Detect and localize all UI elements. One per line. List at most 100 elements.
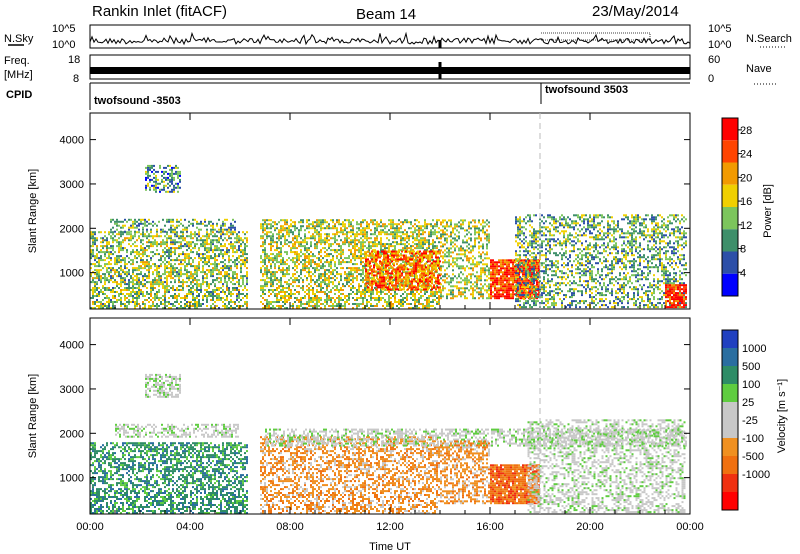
range-gate-cell	[300, 249, 302, 252]
range-gate-cell	[440, 229, 442, 232]
range-gate-cell	[298, 281, 300, 284]
range-gate-cell	[206, 285, 208, 288]
range-gate-cell	[152, 220, 154, 223]
range-gate-cell	[340, 261, 342, 264]
range-gate-cell	[406, 245, 408, 248]
range-gate-cell	[382, 225, 384, 228]
range-gate-cell	[112, 281, 114, 284]
range-gate-cell	[106, 271, 108, 274]
range-gate-cell	[288, 297, 290, 299]
range-gate-cell	[435, 282, 437, 285]
range-gate-cell	[431, 274, 433, 277]
range-gate-cell	[196, 222, 198, 225]
range-gate-cell	[148, 263, 150, 266]
range-gate-cell	[216, 265, 218, 268]
range-gate-cell	[370, 265, 372, 268]
range-gate-cell	[204, 245, 206, 248]
range-gate-cell	[450, 279, 452, 282]
range-gate-cell	[226, 265, 228, 268]
range-gate-cell	[430, 225, 432, 228]
range-gate-cell	[106, 307, 108, 309]
range-gate-cell	[232, 243, 234, 246]
range-gate-cell	[330, 297, 332, 299]
range-gate-cell	[314, 221, 316, 224]
range-gate-cell	[186, 297, 188, 299]
range-gate-cell	[282, 229, 284, 232]
range-gate-cell	[214, 267, 216, 270]
range-gate-cell	[398, 229, 400, 232]
range-gate-cell	[112, 253, 114, 256]
range-gate-cell	[120, 289, 122, 291]
range-gate-cell	[378, 299, 380, 301]
range-gate-cell	[162, 249, 164, 252]
range-gate-cell	[302, 279, 304, 282]
range-gate-cell	[310, 275, 312, 278]
range-gate-cell	[132, 291, 134, 293]
range-gate-cell	[142, 301, 144, 303]
range-gate-cell	[90, 235, 92, 238]
range-gate-cell	[96, 269, 98, 272]
range-gate-cell	[268, 235, 270, 238]
range-gate-cell	[330, 249, 332, 252]
range-gate-cell	[132, 299, 134, 301]
range-gate-cell	[409, 272, 411, 275]
beam-label: Beam 14	[356, 6, 416, 23]
range-gate-cell	[284, 221, 286, 224]
range-gate-cell	[188, 271, 190, 274]
range-gate-cell	[437, 276, 439, 279]
range-gate-cell	[328, 245, 330, 248]
range-gate-cell	[318, 221, 320, 224]
range-gate-cell	[126, 293, 128, 295]
range-gate-cell	[230, 291, 232, 293]
range-gate-cell	[342, 259, 344, 262]
range-gate-cell	[236, 273, 238, 276]
range-gate-cell	[391, 282, 393, 285]
range-gate-cell	[372, 249, 374, 252]
range-gate-cell	[286, 223, 288, 226]
range-gate-cell	[396, 241, 398, 244]
range-gate-cell	[427, 284, 429, 287]
range-gate-cell	[128, 257, 130, 260]
range-gate-cell	[312, 225, 314, 228]
range-gate-cell	[150, 281, 152, 284]
range-gate-cell	[270, 257, 272, 260]
range-gate-cell	[368, 243, 370, 246]
range-gate-cell	[334, 305, 336, 307]
range-gate-cell	[162, 283, 164, 286]
range-gate-cell	[446, 237, 448, 240]
range-gate-cell	[403, 284, 405, 287]
range-gate-cell	[270, 253, 272, 256]
range-gate-cell	[442, 261, 444, 264]
range-gate-cell	[158, 253, 160, 256]
range-gate-cell	[168, 228, 170, 231]
range-gate-cell	[144, 249, 146, 252]
range-gate-cell	[433, 274, 435, 277]
range-gate-cell	[300, 287, 302, 289]
range-gate-cell	[264, 273, 266, 276]
range-gate-cell	[112, 249, 114, 252]
range-gate-cell	[268, 303, 270, 305]
range-gate-cell	[210, 293, 212, 295]
range-gate-cell	[356, 289, 358, 291]
range-gate-cell	[448, 293, 450, 296]
range-gate-cell	[182, 231, 184, 234]
range-gate-cell	[382, 271, 384, 274]
range-gate-cell	[324, 299, 326, 301]
range-gate-cell	[242, 255, 244, 258]
range-gate-cell	[170, 259, 172, 262]
range-gate-cell	[184, 243, 186, 246]
range-gate-cell	[318, 253, 320, 256]
range-gate-cell	[238, 301, 240, 303]
range-gate-cell	[294, 269, 296, 272]
range-gate-cell	[184, 237, 186, 240]
range-gate-cell	[346, 239, 348, 242]
range-gate-cell	[326, 225, 328, 228]
range-gate-cell	[226, 228, 228, 231]
range-gate-cell	[96, 293, 98, 295]
range-gate-cell	[96, 287, 98, 289]
range-gate-cell	[178, 289, 180, 291]
range-gate-cell	[124, 224, 126, 227]
noise-strip: N.Sky 10^5 10^0 10^5 10^0 N.Search	[4, 23, 792, 51]
range-gate-cell	[454, 227, 456, 230]
range-gate-cell	[110, 301, 112, 303]
